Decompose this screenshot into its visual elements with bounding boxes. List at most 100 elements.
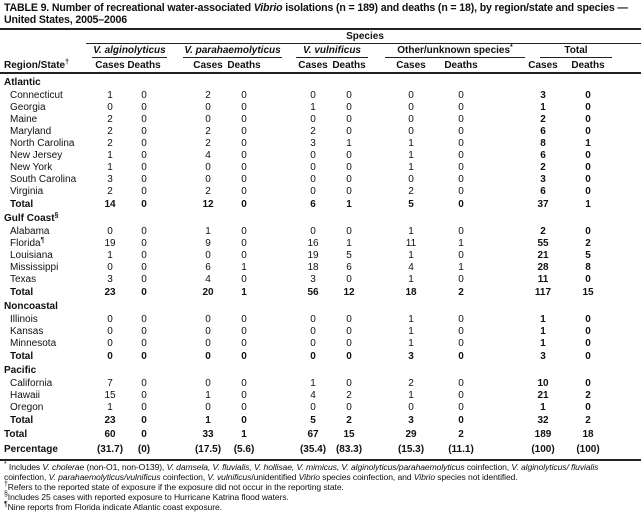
cell xyxy=(367,350,393,364)
footnote-text: coinfection, xyxy=(4,472,49,482)
deaths-value: 0 xyxy=(141,314,147,325)
cell xyxy=(561,300,615,314)
cell xyxy=(295,364,331,378)
deaths-value: 2 xyxy=(458,429,464,440)
cases-value: 4 xyxy=(408,262,414,273)
deaths-value: 0 xyxy=(241,390,247,401)
cell xyxy=(160,378,190,390)
cell xyxy=(295,300,331,314)
cell xyxy=(160,186,190,198)
cell xyxy=(262,350,295,364)
cell xyxy=(615,300,641,314)
row-label-sup: § xyxy=(54,212,59,219)
deaths-value: (83.3) xyxy=(335,444,363,455)
deaths-value: 0 xyxy=(585,378,591,389)
row-label: Illinois xyxy=(0,314,92,326)
cases-value: 18 xyxy=(307,262,319,273)
row-label: Total xyxy=(0,414,92,428)
cases-value: 2 xyxy=(107,138,113,149)
cell xyxy=(367,390,393,402)
deaths-value: (100) xyxy=(576,444,600,455)
cell xyxy=(160,90,190,102)
cell xyxy=(615,138,641,150)
deaths-value: 0 xyxy=(241,378,247,389)
deaths-value: 1 xyxy=(346,199,352,210)
cell xyxy=(262,274,295,286)
cell xyxy=(493,76,525,90)
cases-value: 11 xyxy=(537,274,549,285)
species-group-header: V. vulnificus xyxy=(303,45,361,57)
cell xyxy=(615,326,641,338)
cases-value: 23 xyxy=(104,415,116,426)
row-label-text: Florida xyxy=(10,238,41,249)
cases-value: 37 xyxy=(537,199,549,210)
region-state-label: Region/State xyxy=(4,60,66,71)
deaths-value: (11.1) xyxy=(448,444,474,455)
cases-value: 0 xyxy=(107,102,113,113)
row-label: Atlantic xyxy=(0,76,92,90)
table-row: Louisiana 1 0 0 0 19 5 1 0 21 5 xyxy=(0,250,641,262)
cell xyxy=(493,162,525,174)
cell xyxy=(615,414,641,428)
cases-value: (100) xyxy=(531,444,555,455)
cell xyxy=(262,138,295,150)
table-title: TABLE 9. Number of recreational water-as… xyxy=(4,2,640,26)
cell xyxy=(262,364,295,378)
row-label: North Carolina xyxy=(0,138,92,150)
cell xyxy=(367,274,393,286)
deaths-value: 0 xyxy=(346,226,352,237)
cases-value: 55 xyxy=(537,238,549,249)
species-group-underline xyxy=(385,57,525,58)
cell xyxy=(367,250,393,262)
deaths-value: 0 xyxy=(458,274,464,285)
row-label: Gulf Coast§ xyxy=(0,212,92,226)
deaths-value: 0 xyxy=(458,226,464,237)
row-label-sup: ¶ xyxy=(40,237,45,244)
cell xyxy=(331,300,367,314)
deaths-value: 0 xyxy=(141,138,147,149)
deaths-value: 1 xyxy=(585,138,591,149)
cases-value: 117 xyxy=(534,287,552,298)
footnote-text: Nine reports from Florida indicate Atlan… xyxy=(7,502,222,512)
cell xyxy=(160,238,190,250)
row-label: Connecticut xyxy=(0,90,92,102)
row-label: California xyxy=(0,378,92,390)
deaths-value: 0 xyxy=(346,102,352,113)
cases-value: 2 xyxy=(107,126,113,137)
cell xyxy=(262,286,295,300)
cell xyxy=(615,250,641,262)
row-label-text: California xyxy=(10,378,53,389)
deaths-value: 8 xyxy=(585,262,591,273)
deaths-value: 0 xyxy=(585,162,591,173)
cases-value: 2 xyxy=(205,186,211,197)
cell xyxy=(262,162,295,174)
cell xyxy=(615,226,641,238)
deaths-value: 0 xyxy=(241,150,247,161)
cell xyxy=(615,102,641,114)
deaths-value: 0 xyxy=(241,199,247,210)
cases-value: 9 xyxy=(205,238,211,249)
cases-value: 23 xyxy=(104,287,116,298)
cases-value: 0 xyxy=(205,378,211,389)
footnotes: * Includes V. cholerae (non-O1, non-O139… xyxy=(4,461,640,512)
deaths-value: 1 xyxy=(241,262,247,273)
cases-value: 15 xyxy=(104,390,116,401)
footnote-mark: § xyxy=(4,491,8,498)
deaths-value: 0 xyxy=(585,102,591,113)
footnote-text: Includes xyxy=(6,462,43,472)
cell xyxy=(615,350,641,364)
row-label-text: Oregon xyxy=(10,402,44,413)
deaths-value: 0 xyxy=(241,174,247,185)
cases-value: 2 xyxy=(107,114,113,125)
cell xyxy=(615,428,641,442)
cell xyxy=(160,274,190,286)
cases-column-header: Cases xyxy=(528,60,558,71)
cases-value: 3 xyxy=(408,351,414,362)
cases-value: 3 xyxy=(540,174,546,185)
cases-value: 6 xyxy=(540,126,546,137)
footnote-text: V. cholerae xyxy=(42,462,85,472)
deaths-value: 0 xyxy=(585,126,591,137)
cell xyxy=(160,162,190,174)
cell xyxy=(367,262,393,274)
cases-value: 1 xyxy=(408,314,414,325)
